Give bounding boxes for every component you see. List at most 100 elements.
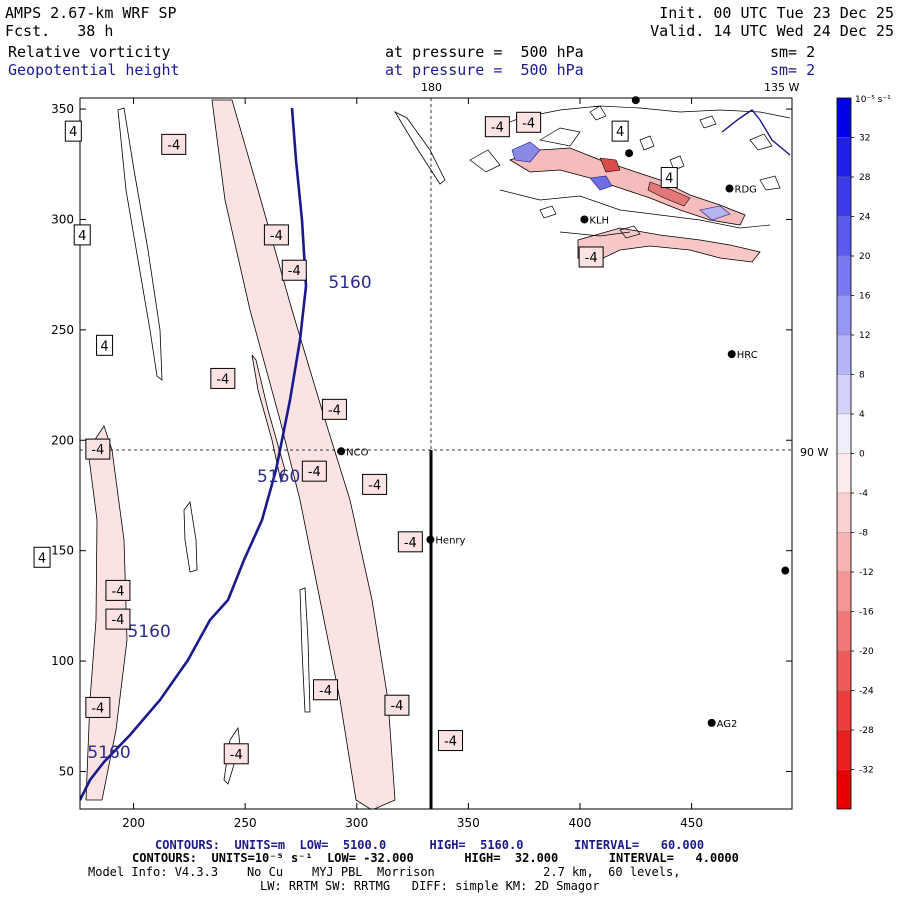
- y-tick-label: 350: [51, 102, 74, 116]
- height-contour-label: 5160: [87, 743, 130, 763]
- contour-labels: 5160 5160 5160 5160 4 4 4 4 4 4 -4 -4 -4 -4 -4 -4 -4 -4 -4…: [33, 111, 678, 765]
- field1-smoothing: sm= 2: [770, 43, 816, 61]
- vorticity-label-box: [578, 246, 604, 268]
- height-contour-label: 5160: [128, 622, 171, 642]
- height-contour-label: 5160: [328, 273, 371, 293]
- x-tick-label: 400: [569, 816, 592, 830]
- vorticity-label-box: [397, 531, 423, 553]
- y-tick-label: 50: [59, 764, 74, 778]
- station-marker: [631, 96, 640, 105]
- colorbar-segment: [836, 97, 852, 138]
- model-physics: LW: RRTM SW: RRTMG DIFF: simple KM: 2D S…: [260, 879, 600, 893]
- vorticity-contour-positive: [183, 501, 198, 573]
- vorticity-label: 4: [616, 125, 624, 140]
- vorticity-label: -4: [522, 116, 535, 131]
- colorbar-segment: [836, 492, 852, 533]
- vorticity-label: -4: [390, 699, 403, 714]
- vorticity-label: -4: [404, 536, 417, 551]
- vorticity-label-box: [85, 438, 111, 460]
- colorbar-segment: [836, 295, 852, 336]
- vorticity-label-box: [611, 120, 629, 142]
- colorbar-segment: [836, 729, 852, 770]
- colorbar-tick-label: 16: [859, 292, 871, 302]
- colorbar-segment: [836, 532, 852, 573]
- vorticity-small-patch: [251, 354, 286, 484]
- vorticity-contour-info: CONTOURS: UNITS=10⁻⁵ s⁻¹ LOW= -32.000 HI…: [132, 851, 739, 865]
- x-tick-label: 300: [345, 816, 368, 830]
- valid-time: Valid. 14 UTC Wed 24 Dec 25: [650, 22, 894, 40]
- field2-level: at pressure = 500 hPa: [385, 61, 584, 79]
- colorbar-segment: [836, 255, 852, 296]
- field2-name: Geopotential height: [8, 61, 180, 79]
- lon-label-90w: 90 W: [800, 446, 828, 459]
- init-time: Init. 00 UTC Tue 23 Dec 25: [659, 4, 894, 22]
- vorticity-label-box: [223, 743, 249, 765]
- vorticity-label-box: [384, 694, 410, 716]
- colorbar-tick-label: -20: [859, 647, 874, 657]
- station-marker: [781, 566, 790, 575]
- station-label: KLH: [589, 215, 609, 226]
- lon-label-135w: 135 W: [764, 81, 799, 94]
- plot-area: [80, 99, 791, 809]
- colorbar-tick-label: -8: [859, 529, 868, 539]
- vorticity-label-box: [281, 259, 307, 281]
- vorticity-label: -4: [308, 465, 321, 480]
- field2-smoothing: sm= 2: [770, 61, 816, 79]
- vorticity-label-box: [105, 579, 131, 601]
- field1-level: at pressure = 500 hPa: [385, 43, 584, 61]
- station-label: RDG: [735, 185, 757, 196]
- vorticity-label-box: [64, 120, 82, 142]
- vorticity-label: -4: [91, 701, 104, 716]
- vorticity-label-box: [263, 224, 289, 246]
- colorbar-tick-label: 28: [859, 173, 871, 183]
- axis-ticks: 200 250 300 350 400 450 50 100 150 200 250 300 350: [51, 98, 792, 830]
- colorbar-segment: [836, 571, 852, 612]
- vorticity-label-box: [438, 730, 464, 752]
- colorbar-segment: [836, 769, 852, 810]
- station-label: AG2: [717, 719, 738, 730]
- y-tick-label: 150: [51, 544, 74, 558]
- station-markers: RDG KLH HRC NCO Henry AG2: [337, 96, 790, 730]
- vorticity-label: -4: [288, 264, 301, 279]
- x-tick-label: 200: [122, 816, 145, 830]
- colorbar-tick-label: 8: [859, 371, 865, 381]
- vorticity-label: 4: [100, 339, 108, 354]
- station-label: Henry: [435, 536, 465, 547]
- x-tick-label: 350: [457, 816, 480, 830]
- colorbar-tick-label: 4: [859, 410, 865, 420]
- vorticity-label: 4: [665, 171, 673, 186]
- model-title: AMPS 2.67-km WRF SP: [5, 4, 177, 22]
- colorbar-segment: [836, 176, 852, 217]
- colorbar-segment: [836, 690, 852, 731]
- vorticity-contour-negative: [393, 111, 446, 185]
- vorticity-label-box: [362, 473, 388, 495]
- vorticity-label: -4: [230, 748, 243, 763]
- colorbar-units: 10⁻⁵ s⁻¹: [855, 95, 891, 105]
- vorticity-label: -4: [167, 138, 180, 153]
- station-label: NCO: [346, 447, 368, 458]
- vorticity-label-box: [96, 334, 114, 356]
- vorticity-label: -4: [491, 121, 504, 136]
- vorticity-label-box: [33, 546, 51, 568]
- station-label: HRC: [737, 350, 758, 361]
- y-tick-label: 250: [51, 323, 74, 337]
- colorbar-tick-label: -16: [859, 608, 874, 618]
- lon-label-180: 180: [421, 81, 442, 94]
- colorbar: 32 28 24 20 16 12 8 4 0 -4 -8 -12 -16 -20 -24 -28 -32: [836, 97, 874, 810]
- vorticity-label: 4: [69, 125, 77, 140]
- vorticity-band-east: [211, 99, 396, 809]
- vorticity-contour-positive: [117, 107, 163, 381]
- station-marker: [625, 149, 634, 158]
- colorbar-segment: [836, 137, 852, 178]
- vorticity-label: -4: [444, 735, 457, 750]
- colorbar-tick-label: -28: [859, 726, 874, 736]
- vorticity-label: -4: [328, 403, 341, 418]
- vorticity-label: -4: [368, 478, 381, 493]
- x-tick-label: 250: [234, 816, 257, 830]
- vorticity-label-box: [85, 696, 111, 718]
- vorticity-label: -4: [111, 584, 124, 599]
- vorticity-label-box: [301, 460, 327, 482]
- vorticity-contour-negative: [299, 587, 311, 713]
- colorbar-tick-label: -24: [859, 687, 874, 697]
